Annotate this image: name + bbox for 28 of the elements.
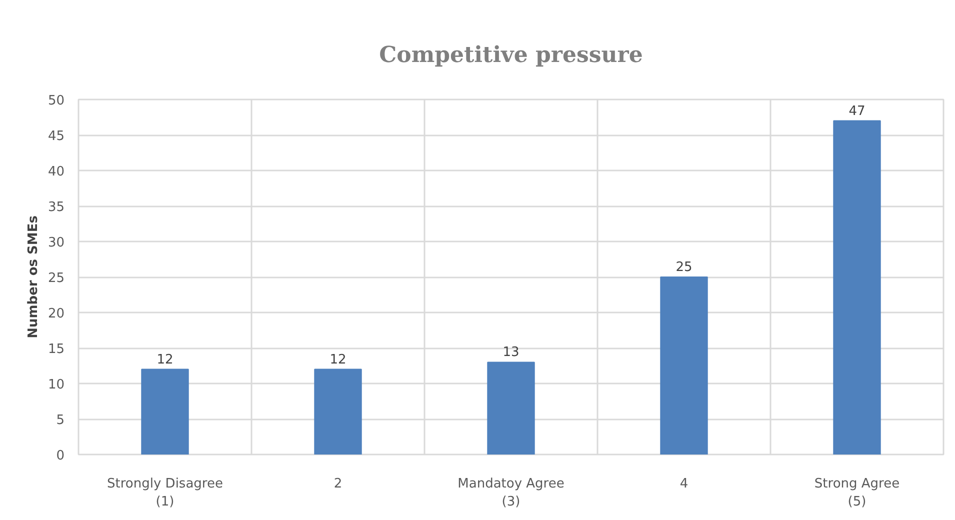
y-tick-label: 35 <box>48 200 65 215</box>
y-tick-label: 25 <box>48 271 65 286</box>
data-label: 12 <box>156 352 174 368</box>
y-axis-title: Number os SMEs <box>26 215 41 338</box>
y-tick-label: 10 <box>48 378 65 392</box>
y-tick-label: 40 <box>48 164 65 180</box>
y-tick-label: 0 <box>56 448 65 464</box>
x-tick-label: Strongly Disagree (1) <box>107 476 223 510</box>
y-tick-label: 5 <box>56 413 65 428</box>
x-tick-label: Strong Agree (5) <box>814 476 900 510</box>
bar <box>833 120 881 454</box>
x-tick-label: 2 <box>334 476 342 492</box>
chart-title: Competitive pressure <box>379 42 643 68</box>
y-tick-label: 30 <box>48 236 65 250</box>
y-tick-label: 45 <box>48 129 65 144</box>
bar <box>141 368 189 454</box>
y-tick-label: 15 <box>48 342 65 357</box>
bar <box>660 276 708 454</box>
x-tick-label: 4 <box>680 476 688 492</box>
bar <box>487 362 535 454</box>
y-tick-label: 20 <box>48 306 65 322</box>
data-label: 13 <box>502 345 520 360</box>
data-label: 25 <box>676 260 692 275</box>
bar <box>314 368 362 454</box>
x-tick-label: Mandatoy Agree (3) <box>458 476 564 510</box>
y-tick-label: 50 <box>48 94 65 108</box>
data-label: 47 <box>848 104 866 119</box>
data-label: 12 <box>330 352 346 368</box>
